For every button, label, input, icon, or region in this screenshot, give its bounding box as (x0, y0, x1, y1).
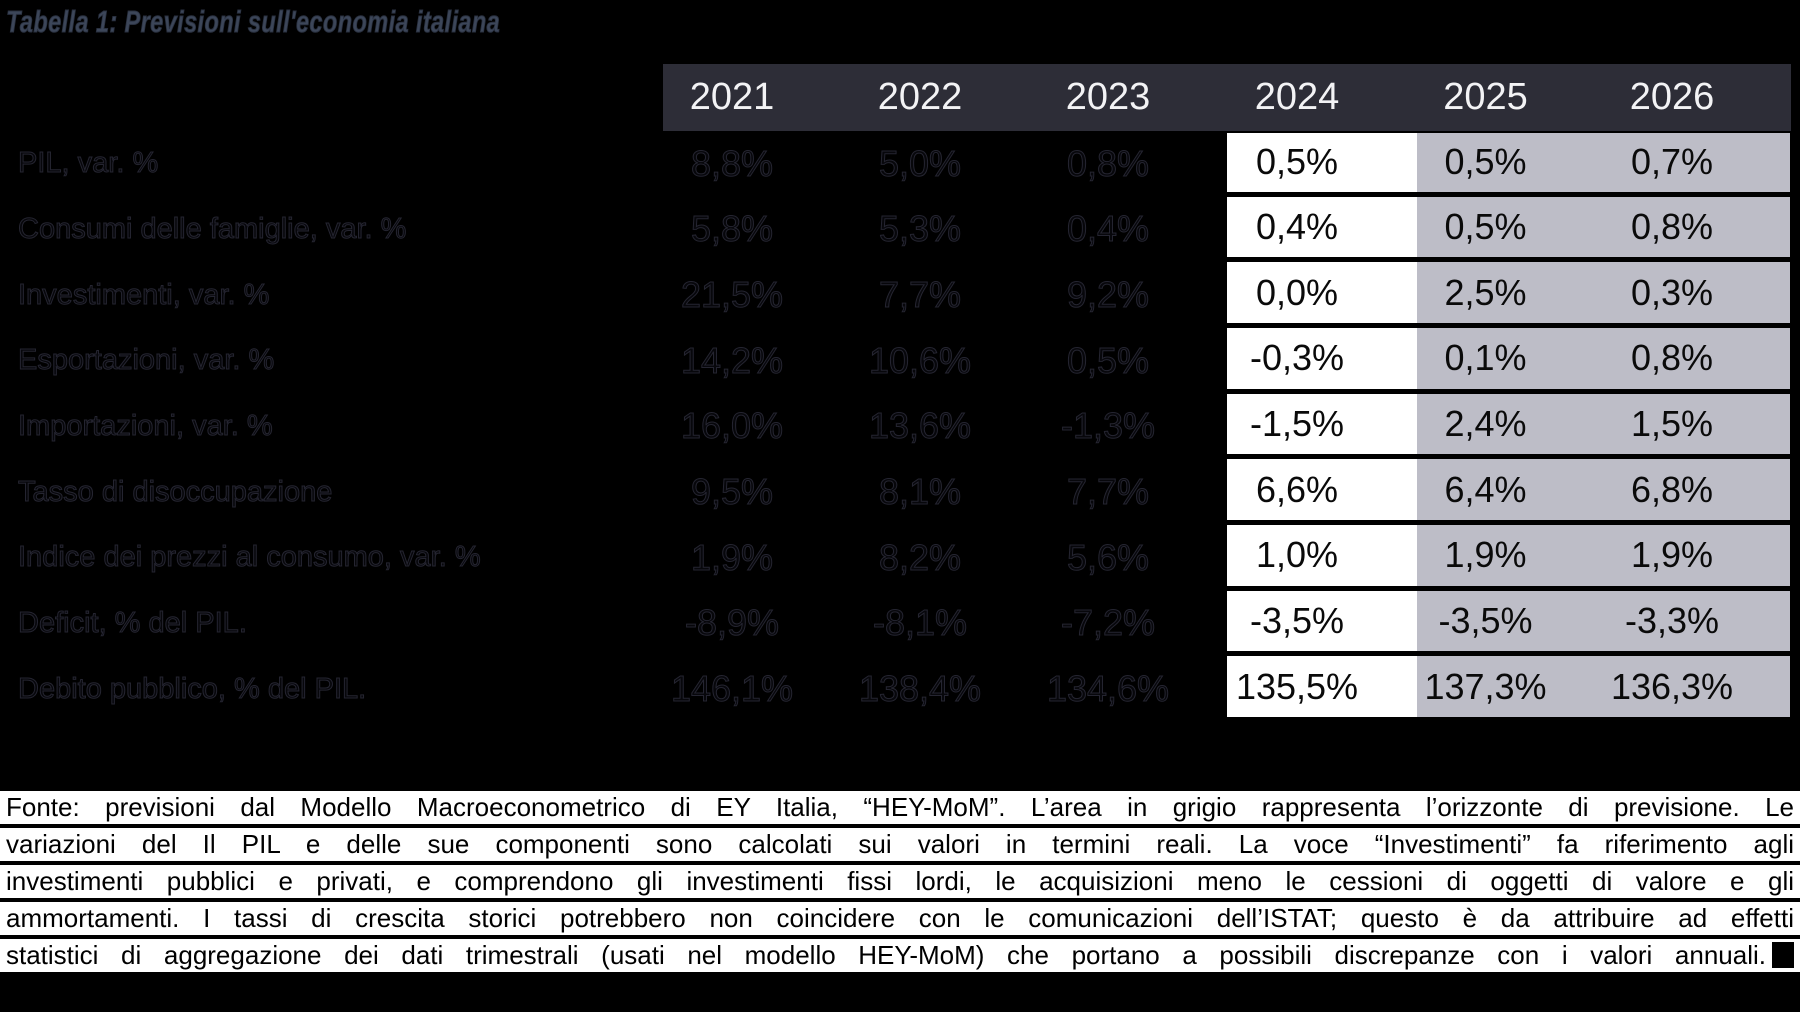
forecast-value: 1,5% (1604, 393, 1790, 460)
forecast-value: 6,4% (1417, 459, 1604, 525)
text-cursor-block (1772, 942, 1794, 968)
forecast-value: -3,5% (1227, 590, 1417, 657)
historical-value: 5,6% (1066, 536, 1150, 578)
table-row: Tasso di disoccupazione 9,5% 8,1% 7,7% 6… (0, 459, 1790, 525)
forecast-table: PIL, var. % 8,8% 5,0% 0,8% 0,5% 0,5% 0,7… (0, 131, 1790, 722)
table-row: PIL, var. % 8,8% 5,0% 0,8% 0,5% 0,5% 0,7… (0, 131, 1790, 197)
forecast-value: 0,0% (1227, 262, 1417, 328)
historical-value: 8,1% (878, 471, 962, 513)
historical-value: 1,9% (690, 536, 774, 578)
year-header-2022: 2022 (877, 76, 963, 118)
table-row: Debito pubblico, % del PIL. 146,1% 138,4… (0, 656, 1790, 722)
forecast-value: -3,5% (1417, 590, 1604, 657)
table-row: Deficit, % del PIL. -8,9% -8,1% -7,2% -3… (0, 590, 1790, 657)
forecast-value: 6,8% (1604, 459, 1790, 525)
historical-value: 8,8% (690, 142, 774, 184)
historical-value: 16,0% (680, 405, 784, 447)
historical-value: 9,5% (690, 471, 774, 513)
forecast-value: -0,3% (1227, 327, 1417, 394)
historical-value: 5,3% (878, 208, 962, 250)
year-header-2025: 2025 (1443, 76, 1528, 118)
year-header-2023: 2023 (1065, 76, 1151, 118)
forecast-value: 136,3% (1604, 656, 1790, 722)
row-label: Indice dei prezzi al consumo, var. % (18, 541, 482, 574)
historical-value: 9,2% (1066, 274, 1150, 316)
forecast-value: -3,3% (1604, 590, 1790, 657)
historical-value: 14,2% (680, 339, 784, 381)
historical-value: 134,6% (1046, 668, 1170, 710)
forecast-value: 0,8% (1604, 327, 1790, 394)
forecast-value: 0,3% (1604, 262, 1790, 328)
footnote-line: variazioni del Il PIL e delle sue compon… (0, 828, 1800, 861)
row-label: Debito pubblico, % del PIL. (18, 672, 367, 705)
forecast-value: 0,5% (1417, 131, 1604, 197)
historical-value: 7,7% (878, 274, 962, 316)
footnote-line-last: statistici di aggregazione dei dati trim… (0, 939, 1800, 972)
row-label: Investimenti, var. % (18, 278, 270, 311)
row-label: Deficit, % del PIL. (18, 606, 248, 639)
row-label: Consumi delle famiglie, var. % (18, 212, 407, 245)
forecast-value: 2,5% (1417, 262, 1604, 328)
historical-value: -8,9% (684, 602, 780, 644)
historical-value: 21,5% (680, 274, 784, 316)
historical-value: 0,4% (1066, 208, 1150, 250)
historical-value: 146,1% (670, 668, 794, 710)
footnote-text: statistici di aggregazione dei dati trim… (6, 940, 1766, 970)
table-row: Indice dei prezzi al consumo, var. % 1,9… (0, 524, 1790, 591)
historical-value: 138,4% (858, 668, 982, 710)
historical-value: -1,3% (1060, 405, 1156, 447)
forecast-value: 0,7% (1604, 131, 1790, 197)
table-row: Esportazioni, var. % 14,2% 10,6% 0,5% -0… (0, 327, 1790, 394)
row-label: Esportazioni, var. % (18, 344, 275, 377)
forecast-value: 0,5% (1417, 196, 1604, 263)
year-header-2021: 2021 (689, 76, 775, 118)
row-label: Tasso di disoccupazione (18, 475, 333, 508)
footnote: Fonte: previsioni dal Modello Macroecono… (0, 791, 1800, 976)
footnote-line: investimenti pubblici e privati, e compr… (0, 865, 1800, 898)
historical-value: 10,6% (868, 339, 972, 381)
footnote-line: ammortamenti. I tassi di crescita storic… (0, 902, 1800, 935)
year-header-2024: 2024 (1254, 76, 1340, 118)
historical-value: 7,7% (1066, 471, 1150, 513)
forecast-value: 137,3% (1417, 656, 1604, 722)
forecast-value: 1,9% (1604, 524, 1790, 591)
historical-value: 5,8% (690, 208, 774, 250)
forecast-value: 6,6% (1227, 459, 1417, 525)
year-header-2026: 2026 (1629, 76, 1715, 118)
historical-value: 13,6% (868, 405, 972, 447)
footnote-line: Fonte: previsioni dal Modello Macroecono… (0, 791, 1800, 824)
forecast-value: -1,5% (1227, 393, 1417, 460)
forecast-value: 135,5% (1227, 656, 1417, 722)
table-row: Investimenti, var. % 21,5% 7,7% 9,2% 0,0… (0, 262, 1790, 328)
historical-value: -7,2% (1060, 602, 1156, 644)
forecast-value: 2,4% (1417, 393, 1604, 460)
forecast-value: 0,5% (1227, 131, 1417, 197)
historical-value: 0,8% (1066, 142, 1150, 184)
historical-value: 5,0% (878, 142, 962, 184)
year-header-row: 2021 2022 2023 2024 2025 2026 (663, 64, 1791, 131)
historical-value: 8,2% (878, 536, 962, 578)
forecast-value: 0,4% (1227, 196, 1417, 263)
table-row: Importazioni, var. % 16,0% 13,6% -1,3% -… (0, 393, 1790, 460)
row-label: PIL, var. % (18, 147, 159, 180)
historical-value: 0,5% (1066, 339, 1150, 381)
forecast-value: 0,8% (1604, 196, 1790, 263)
table-title: Tabella 1: Previsioni sull'economia ital… (6, 4, 501, 40)
row-label: Importazioni, var. % (18, 409, 274, 442)
forecast-value: 1,9% (1417, 524, 1604, 591)
historical-value: -8,1% (872, 602, 968, 644)
forecast-value: 0,1% (1417, 327, 1604, 394)
table-row: Consumi delle famiglie, var. % 5,8% 5,3%… (0, 196, 1790, 263)
forecast-value: 1,0% (1227, 524, 1417, 591)
